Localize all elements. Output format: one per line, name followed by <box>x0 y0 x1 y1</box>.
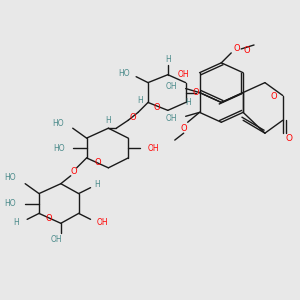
Text: O: O <box>244 46 250 56</box>
Text: O: O <box>46 214 52 223</box>
Text: O: O <box>94 158 101 167</box>
Text: H: H <box>14 218 19 227</box>
Text: O: O <box>130 113 136 122</box>
Text: O: O <box>70 167 77 176</box>
Text: OH: OH <box>178 70 189 79</box>
Text: HO: HO <box>118 69 130 78</box>
Text: HO: HO <box>52 119 64 128</box>
Text: O: O <box>193 88 199 97</box>
Text: HO: HO <box>4 173 16 182</box>
Text: O: O <box>285 134 292 142</box>
Text: H: H <box>94 180 100 189</box>
Text: HO: HO <box>53 143 65 152</box>
Text: OH: OH <box>97 218 108 227</box>
Text: OH: OH <box>51 235 63 244</box>
Text: OH: OH <box>148 143 160 152</box>
Text: OH: OH <box>166 114 178 123</box>
Text: H: H <box>186 98 191 107</box>
Text: O: O <box>180 124 187 133</box>
Text: HO: HO <box>4 199 16 208</box>
Text: H: H <box>106 116 111 125</box>
Text: H: H <box>137 96 143 105</box>
Text: O: O <box>154 103 160 112</box>
Text: O: O <box>234 44 241 53</box>
Text: OH: OH <box>166 82 178 91</box>
Text: H: H <box>165 55 171 64</box>
Text: O: O <box>271 92 277 101</box>
